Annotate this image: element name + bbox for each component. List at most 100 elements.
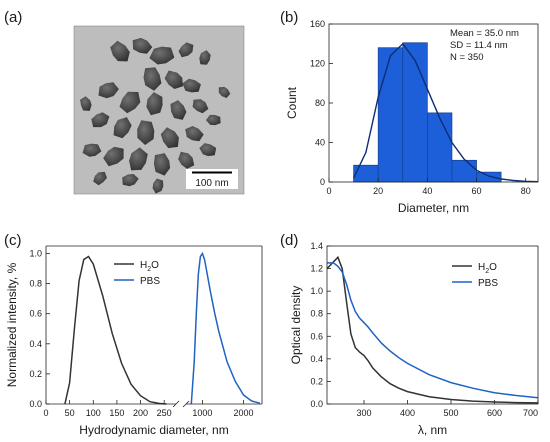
x-tick-label: 100 [86, 408, 101, 418]
nanoparticle [110, 40, 130, 62]
x-tick-label: 150 [109, 408, 124, 418]
x-tick-label: 250 [157, 408, 172, 418]
y-tick-label: 1.2 [310, 264, 323, 274]
histogram-bar [476, 171, 502, 183]
nanoparticle [149, 46, 175, 65]
nanoparticle [182, 78, 201, 93]
series-line-h2o [64, 255, 167, 405]
x-tick-label: 1000 [192, 408, 212, 418]
x-axis-label: Hydrodynamic diameter, nm [79, 423, 228, 437]
y-tick-label: 0.8 [29, 279, 42, 289]
y-tick-label: 160 [310, 19, 325, 29]
x-tick-label: 700 [523, 408, 538, 418]
panel-label-c: (c) [4, 232, 22, 249]
nanoparticle [132, 37, 153, 54]
y-tick-label: 0.2 [29, 369, 42, 379]
legend-label: PBS [140, 276, 160, 287]
nanoparticle [137, 120, 155, 145]
nanoparticle [119, 91, 141, 114]
histogram-bar [451, 159, 477, 183]
nanoparticle [178, 151, 195, 169]
x-tick-label: 500 [443, 408, 458, 418]
x-tick-label: 80 [521, 186, 531, 196]
y-tick-label: 80 [315, 98, 325, 108]
nanoparticle [164, 70, 183, 89]
panel-label-d: (d) [280, 232, 298, 249]
y-tick-label: 0.8 [310, 309, 323, 319]
y-axis-label: Count [285, 86, 299, 119]
series-line-pbs [190, 251, 261, 405]
nanoparticle [146, 92, 163, 116]
y-tick-label: 0.6 [310, 331, 323, 341]
tem-micrograph: 100 nm [73, 25, 245, 195]
y-tick-label: 0.0 [310, 399, 323, 409]
legend-label: H2O [140, 260, 159, 273]
stats-annotation: N = 350 [450, 52, 484, 63]
nanoparticle [185, 126, 204, 142]
x-tick-label: 50 [65, 408, 75, 418]
nanoparticle [143, 67, 162, 91]
x-tick-label: 200 [133, 408, 148, 418]
y-tick-label: 0.6 [29, 309, 42, 319]
nanoparticle [160, 127, 179, 149]
y-tick-label: 40 [315, 138, 325, 148]
nanoparticle [178, 42, 194, 58]
x-tick-label: 20 [373, 186, 383, 196]
axis-break-mark [182, 400, 190, 408]
tem-frame [73, 25, 245, 195]
histogram-bar [377, 47, 404, 183]
series-line-h2o [326, 255, 539, 404]
stats-annotation: Mean = 35.0 nm [450, 28, 519, 39]
histogram-bar [353, 164, 379, 183]
nanoparticle [122, 174, 139, 187]
x-tick-label: 0 [43, 408, 48, 418]
scale-bar-label: 100 nm [195, 178, 228, 189]
nanoparticle [170, 100, 187, 120]
x-tick-label: 400 [400, 408, 415, 418]
x-tick-label: 600 [487, 408, 502, 418]
legend-label: H2O [478, 262, 497, 275]
chart-b-histogram: 0 20 40 60 80 0 40 80 120 160 Diameter, nm Count Mea… [285, 19, 539, 215]
legend-label: PBS [478, 278, 498, 289]
y-tick-label: 0.2 [310, 376, 323, 386]
nanoparticle [98, 82, 119, 99]
nanoparticle [199, 50, 211, 65]
x-axis-label: Diameter, nm [398, 201, 469, 215]
histogram-bar [402, 42, 428, 183]
x-tick-label: 0 [326, 186, 331, 196]
nanoparticle [152, 178, 164, 194]
nanoparticle [129, 147, 148, 171]
nanoparticle [82, 143, 102, 157]
panel-label-a: (a) [4, 9, 22, 26]
plot-frame [326, 245, 539, 405]
nanoparticle [192, 99, 209, 114]
chart-c-dls: 0 50 100 150 200 250 1000 2000 0.0 0.2 0.4 0.6 0.8 1.… [5, 245, 263, 437]
y-tick-label: 0.4 [29, 339, 42, 349]
y-tick-label: 1.0 [310, 286, 323, 296]
y-tick-label: 0.0 [29, 399, 42, 409]
nanoparticle [80, 96, 92, 111]
nanoparticle [206, 114, 221, 126]
y-tick-label: 1.4 [310, 241, 323, 251]
y-axis-label: Normalized intensity, % [5, 262, 19, 387]
x-tick-label: 2000 [233, 408, 253, 418]
axis-break-mark [172, 400, 180, 408]
x-tick-label: 40 [422, 186, 432, 196]
y-tick-label: 1.0 [29, 249, 42, 259]
x-tick-label: 60 [472, 186, 482, 196]
nanoparticle [103, 146, 124, 167]
nanoparticle [153, 153, 171, 176]
y-tick-label: 0 [320, 177, 325, 187]
x-axis-label: λ, nm [418, 423, 447, 437]
scale-bar-box [186, 169, 238, 189]
nanoparticle [218, 86, 231, 98]
chart-d-optical-density: 300 400 500 600 700 0.0 0.2 0.4 0.6 0.8 1.0 1.2 1.4 λ… [289, 241, 539, 437]
nanoparticle [199, 143, 217, 157]
fit-curve [352, 42, 539, 183]
nanoparticle [91, 112, 110, 128]
y-tick-label: 0.4 [310, 354, 323, 364]
nanoparticle [93, 171, 107, 186]
series-line-pbs [327, 262, 539, 399]
histogram-bar [427, 112, 453, 183]
